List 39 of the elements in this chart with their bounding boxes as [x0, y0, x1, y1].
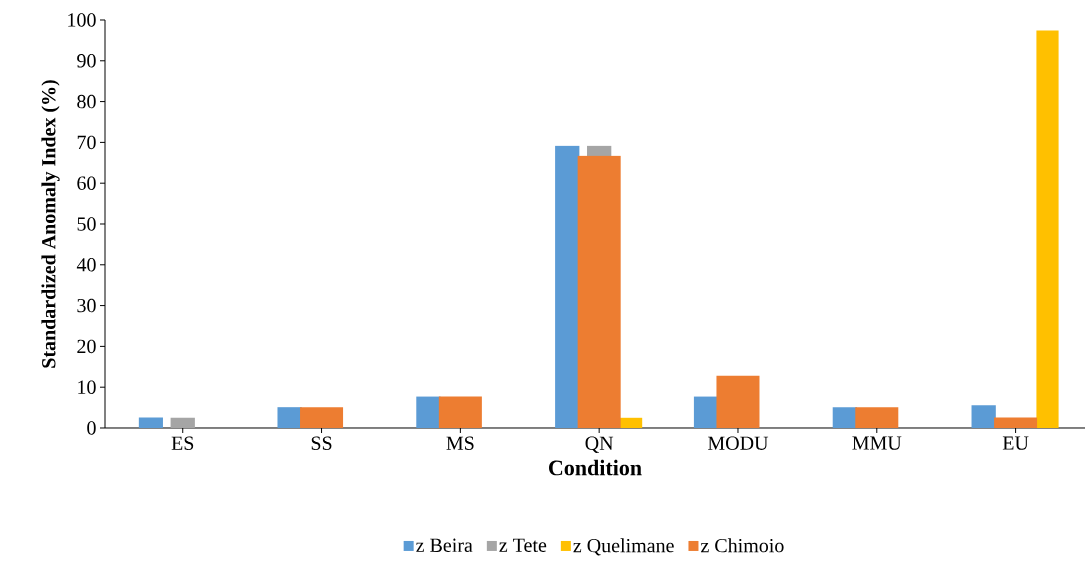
x-axis-title: Condition: [549, 459, 642, 476]
legend-label: z Beira: [416, 538, 473, 553]
x-tick-label: QN: [585, 436, 614, 454]
bar: [577, 155, 621, 428]
bar: [170, 417, 195, 428]
bar: [716, 375, 760, 428]
bar: [994, 417, 1038, 428]
bar: [619, 417, 643, 428]
y-tick-label: 100: [68, 13, 96, 27]
bar: [832, 407, 858, 428]
x-tick-label: ES: [171, 436, 194, 450]
legend-label: z Chimoio: [701, 538, 784, 553]
bar: [438, 396, 482, 428]
bar: [555, 145, 580, 428]
y-tick-label: 10: [78, 380, 96, 394]
x-tick-label: EU: [1002, 436, 1029, 450]
y-tick-label: 50: [77, 217, 96, 231]
legend-label: z Tete: [499, 538, 547, 552]
bar: [138, 417, 163, 428]
legend-label: z Quelimane: [573, 538, 674, 556]
y-axis-title: Standardized Anomaly Index (%): [41, 80, 60, 368]
x-tick-label: MS: [446, 436, 474, 450]
bar: [300, 407, 344, 428]
bar: [416, 396, 441, 428]
bar: [971, 405, 996, 428]
bar: [855, 407, 899, 428]
y-tick-label: 30: [77, 298, 96, 313]
y-tick-label: 20: [77, 339, 96, 354]
x-tick-label: MMU: [852, 436, 902, 450]
x-tick-label: SS: [311, 436, 332, 450]
y-tick-label: 60: [77, 176, 96, 190]
bar: [1036, 30, 1059, 428]
y-tick-label: 70: [77, 135, 96, 150]
y-tick-label: 90: [77, 54, 96, 68]
y-tick-label: 0: [87, 421, 96, 435]
y-tick-label: 40: [76, 258, 96, 272]
x-tick-label: MODU: [708, 436, 769, 450]
y-tick-label: 80: [77, 94, 96, 109]
bar: [277, 407, 302, 428]
